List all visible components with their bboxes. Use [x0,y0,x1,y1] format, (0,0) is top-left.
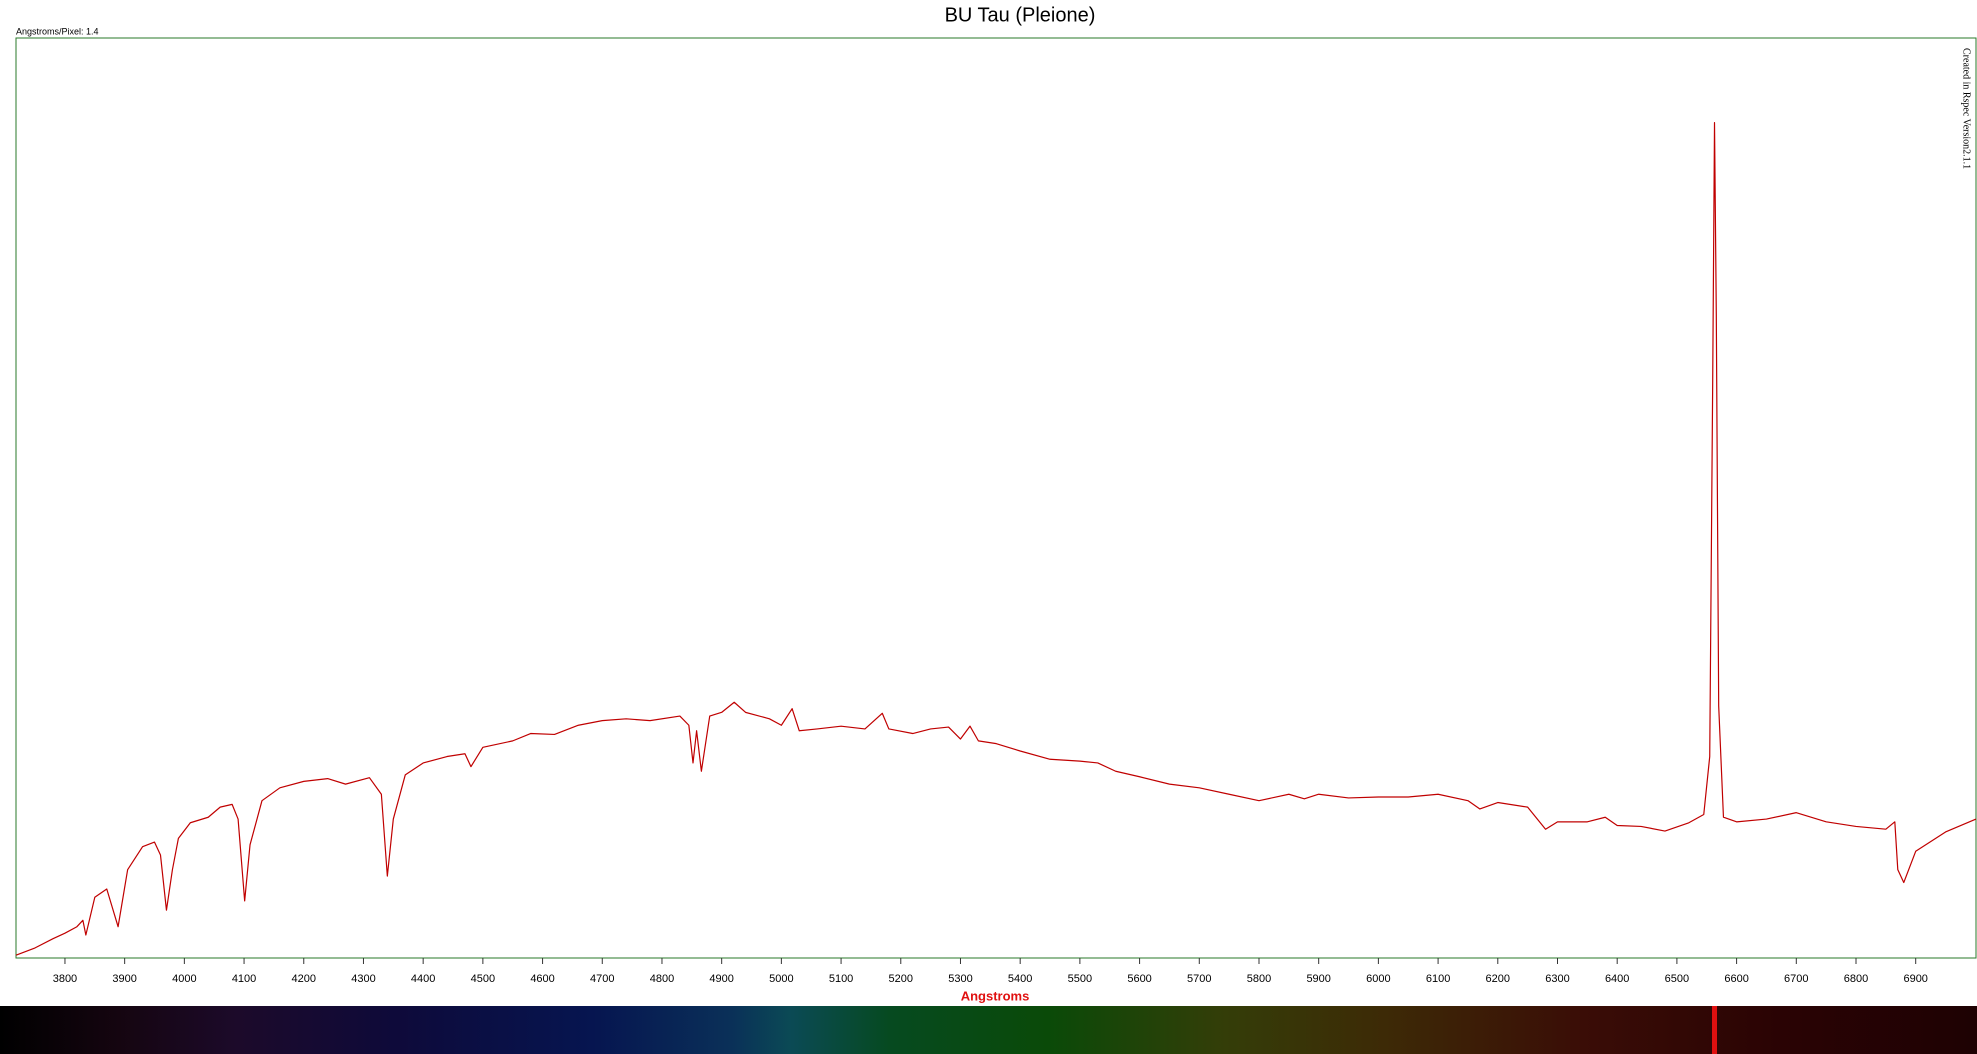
x-tick-label: 6300 [1545,973,1569,985]
x-tick-label: 6100 [1426,973,1450,985]
spectrum-strip [0,1006,1977,1054]
x-tick-label: 6600 [1724,973,1748,985]
x-tick-label: 4900 [709,973,733,985]
x-tick-label: 5400 [1008,973,1032,985]
plot-frame [15,37,1977,959]
x-tick-label: 4700 [590,973,614,985]
x-tick-label: 6000 [1366,973,1390,985]
x-tick-label: 5100 [829,973,853,985]
x-tick-label: 4600 [530,973,554,985]
scale-note: Angstroms/Pixel: 1.4 [16,26,99,36]
x-tick-label: 6500 [1665,973,1689,985]
x-tick-label: 6700 [1784,973,1808,985]
x-axis-label: Angstroms [961,988,1030,1003]
x-tick-label: 5800 [1247,973,1271,985]
x-tick-label: 4300 [351,973,375,985]
x-tick-label: 5900 [1306,973,1330,985]
x-tick-label: 5000 [769,973,793,985]
x-tick-label: 5700 [1187,973,1211,985]
x-tick-label: 4400 [411,973,435,985]
h-alpha-strip-line [1712,1006,1717,1054]
x-tick-label: 6400 [1605,973,1629,985]
x-tick-label: 5500 [1068,973,1092,985]
x-tick-label: 4100 [232,973,256,985]
x-tick-label: 4200 [292,973,316,985]
x-tick-label: 5300 [948,973,972,985]
x-tick-label: 4000 [172,973,196,985]
x-tick-label: 4800 [650,973,674,985]
x-tick-label: 4500 [471,973,495,985]
x-tick-label: 5200 [889,973,913,985]
spectrum-line [15,122,1977,956]
x-tick-label: 3800 [53,973,77,985]
credit: Created in Rspec Version2.1.1 [1961,48,1972,169]
chart-title: BU Tau (Pleione) [945,4,1096,26]
x-tick-label: 6200 [1486,973,1510,985]
x-tick-label: 6800 [1844,973,1868,985]
x-tick-label: 3900 [112,973,136,985]
x-tick-label: 6900 [1903,973,1927,985]
x-tick-label: 5600 [1127,973,1151,985]
